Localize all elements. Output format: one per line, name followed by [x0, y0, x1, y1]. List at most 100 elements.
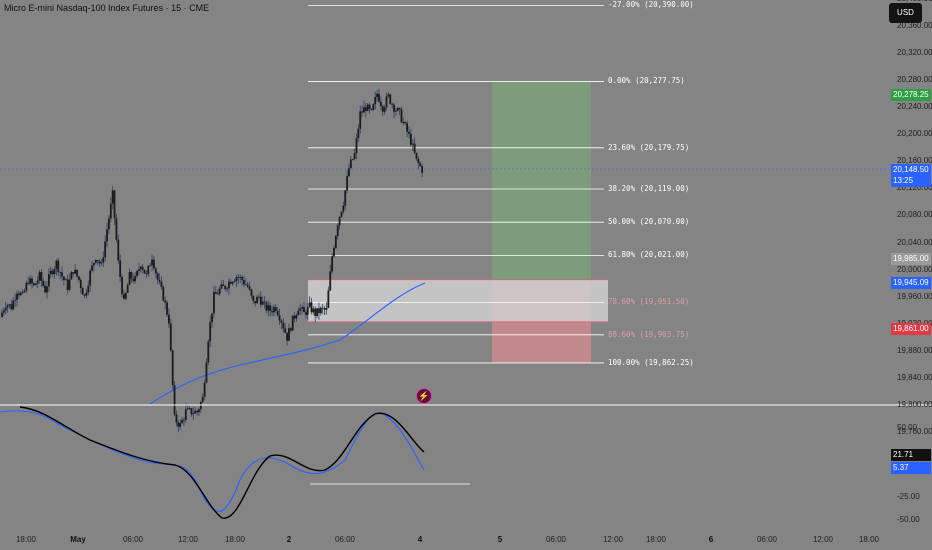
candle-body — [21, 292, 24, 293]
candle-body — [316, 308, 318, 317]
oscillator-axis-tick: -25.00 — [897, 492, 920, 501]
candle-body — [325, 307, 328, 310]
time-axis-label: 06:00 — [545, 535, 567, 544]
candle-body — [406, 123, 409, 132]
candle-body — [53, 268, 56, 275]
candle-body — [27, 282, 30, 284]
candle-body — [179, 423, 182, 427]
candle-body — [402, 122, 405, 123]
candle-countdown: 13:25 — [891, 175, 931, 187]
candle-body — [318, 308, 320, 314]
candle-body — [23, 290, 26, 293]
candle-body — [77, 276, 80, 280]
candle-body — [66, 279, 69, 290]
candle-body — [203, 382, 206, 397]
candle-body — [169, 323, 172, 351]
candle-body — [94, 260, 97, 264]
candle-body — [158, 279, 161, 282]
candle-body — [258, 296, 260, 298]
candle-body — [417, 158, 420, 164]
event-icon[interactable]: ⚡ — [416, 388, 432, 404]
candle-body — [415, 152, 418, 159]
candle-body — [363, 107, 365, 113]
price-axis-tick: 19,800.00 — [897, 400, 932, 410]
price-axis-tick: 20,080.00 — [897, 210, 932, 220]
candle-body — [338, 216, 341, 226]
candle-body — [411, 143, 414, 145]
candle-body — [121, 276, 123, 295]
time-axis-label: 6 — [708, 535, 714, 544]
candle-body — [2, 310, 5, 313]
candle-body — [280, 320, 283, 323]
candle-body — [368, 104, 371, 109]
candle-body — [207, 341, 210, 363]
price-axis-tick: 20,240.00 — [897, 102, 932, 111]
candle-body — [183, 419, 185, 421]
candle-body — [147, 265, 150, 275]
profit-zone — [492, 81, 591, 280]
candle-body — [199, 402, 202, 410]
price-axis-tick: 20,040.00 — [897, 237, 932, 247]
stop-price-badge: 19,861.00 — [891, 323, 931, 335]
time-axis-label: 06:00 — [756, 535, 778, 544]
candle-body — [361, 111, 364, 113]
candle-body — [346, 176, 349, 191]
candle-body — [297, 310, 300, 316]
candle-body — [394, 110, 397, 112]
candle-body — [145, 273, 148, 275]
candle-body — [376, 93, 379, 97]
candle-body — [404, 122, 407, 124]
candle-body — [149, 265, 152, 267]
candle-body — [89, 270, 92, 286]
price-axis-tick: 20,200.00 — [897, 129, 932, 139]
candle-body — [241, 277, 243, 281]
candle-body — [188, 408, 191, 410]
candle-body — [153, 259, 155, 269]
candle-body — [239, 277, 242, 278]
candle-body — [134, 275, 137, 282]
candle-body — [235, 277, 238, 282]
candle-body — [198, 409, 200, 413]
candle-body — [301, 307, 303, 309]
candle-body — [61, 272, 63, 277]
candle-body — [83, 294, 86, 296]
candle-body — [209, 322, 212, 342]
price-axis-tick: 20,320.00 — [897, 47, 932, 57]
candle-body — [233, 281, 236, 283]
candle-body — [96, 260, 99, 262]
currency-button[interactable]: USD — [889, 3, 922, 23]
candle-body — [1, 312, 3, 318]
time-axis-label: 06:00 — [122, 535, 144, 544]
candle-body — [141, 266, 144, 270]
candle-body — [263, 301, 266, 303]
candle-body — [222, 284, 225, 286]
candle-body — [323, 308, 326, 310]
candle-body — [81, 287, 84, 295]
candle-body — [282, 322, 285, 329]
fib-level-label: 78.60% (19,951.50) — [608, 297, 690, 307]
candle-body — [154, 268, 157, 274]
time-axis-label: 18:00 — [15, 535, 37, 544]
price-axis-tick: 19,840.00 — [897, 373, 932, 382]
candle-body — [19, 292, 22, 296]
candle-body — [327, 290, 330, 308]
candle-body — [109, 203, 112, 219]
candle-body — [156, 273, 159, 280]
candle-body — [370, 108, 373, 110]
candle-body — [269, 305, 272, 312]
candle-body — [201, 396, 204, 403]
candle-body — [413, 143, 416, 153]
candle-body — [17, 293, 20, 296]
candle-body — [102, 257, 105, 263]
candle-body — [70, 272, 73, 280]
candle-body — [64, 279, 67, 281]
candle-body — [256, 296, 258, 304]
candle-body — [49, 270, 52, 275]
time-axis-label: 18:00 — [645, 535, 667, 544]
candle-body — [291, 315, 294, 331]
candle-body — [85, 292, 88, 296]
candle-body — [228, 281, 230, 289]
candle-body — [111, 190, 114, 204]
candle-body — [381, 105, 384, 112]
